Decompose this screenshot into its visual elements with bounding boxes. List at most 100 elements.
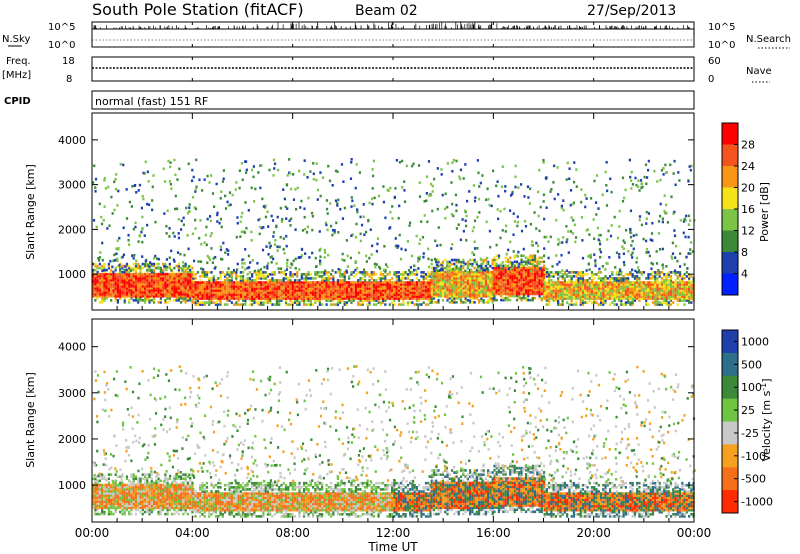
data-cell: [522, 286, 525, 290]
data-cell: [524, 270, 528, 274]
data-cell: [354, 273, 358, 276]
data-cell: [121, 292, 124, 296]
data-cell: [284, 291, 288, 294]
data-cell: [244, 287, 247, 290]
data-cell: [141, 228, 144, 231]
data-cell: [368, 281, 371, 284]
data-cell: [495, 264, 498, 268]
data-cell: [633, 289, 636, 292]
data-cell: [622, 275, 625, 278]
data-cell: [624, 297, 627, 300]
data-cell: [240, 162, 244, 165]
data-cell: [660, 303, 664, 306]
data-cell: [192, 271, 195, 274]
data-cell: [293, 291, 297, 294]
data-cell: [361, 289, 364, 292]
data-cell: [296, 279, 299, 282]
data-cell: [300, 254, 303, 257]
data-cell: [654, 291, 657, 294]
data-cell: [138, 234, 141, 237]
data-cell: [593, 285, 596, 288]
data-cell: [464, 297, 467, 300]
data-cell: [192, 293, 195, 296]
data-cell: [210, 174, 213, 177]
data-cell: [141, 299, 144, 302]
data-cell: [350, 273, 353, 276]
data-cell: [260, 275, 263, 278]
data-cell: [170, 249, 173, 253]
data-cell: [527, 256, 530, 260]
data-cell: [388, 287, 391, 290]
data-cell: [690, 283, 693, 286]
data-cell: [529, 290, 532, 294]
data-cell: [681, 291, 684, 294]
data-cell: [466, 292, 469, 296]
data-cell: [278, 287, 281, 290]
data-cell: [561, 303, 564, 306]
data-cell: [413, 285, 416, 288]
data-cell: [515, 272, 519, 276]
data-cell: [673, 229, 676, 232]
data-cell: [493, 272, 496, 276]
data-cell: [357, 283, 360, 286]
data-cell: [121, 295, 124, 298]
data-cell: [588, 297, 591, 300]
data-cell: [271, 279, 274, 282]
data-cell: [330, 289, 333, 292]
data-cell: [415, 295, 419, 298]
data-cell: [531, 266, 534, 270]
data-cell: [441, 260, 445, 264]
data-cell: [431, 209, 434, 213]
data-cell: [155, 282, 158, 286]
data-cell: [444, 276, 447, 280]
data-cell: [435, 280, 438, 284]
data-cell: [690, 275, 693, 278]
data-cell: [491, 284, 494, 288]
data-cell: [143, 292, 147, 296]
data-cell: [269, 273, 272, 276]
data-cell: [103, 292, 106, 296]
data-cell: [141, 276, 144, 280]
data-cell: [388, 281, 391, 284]
data-cell: [309, 293, 312, 296]
data-cell: [516, 215, 519, 219]
data-cell: [98, 282, 101, 286]
data-cell: [570, 297, 573, 300]
data-cell: [357, 271, 360, 274]
data-cell: [184, 278, 187, 282]
data-cell: [651, 293, 655, 296]
data-cell: [260, 226, 263, 230]
data-cell: [319, 171, 322, 174]
data-cell: [128, 274, 131, 278]
data-cell: [128, 284, 131, 288]
data-cell: [235, 303, 238, 306]
data-cell: [509, 256, 512, 260]
data-cell: [609, 177, 612, 181]
data-cell: [334, 285, 337, 288]
data-cell: [366, 273, 369, 276]
data-cell: [457, 280, 460, 284]
data-cell: [427, 281, 430, 284]
data-cell: [366, 295, 369, 298]
data-cell: [548, 271, 551, 274]
data-cell: [667, 273, 670, 276]
data-cell: [491, 299, 494, 302]
data-cell: [487, 282, 490, 286]
data-cell: [386, 281, 389, 284]
data-cell: [548, 283, 551, 286]
data-cell: [593, 179, 596, 183]
data-cell: [446, 162, 449, 165]
data-cell: [211, 261, 214, 264]
data-cell: [114, 280, 117, 284]
data-cell: [239, 285, 242, 288]
data-cell: [316, 273, 319, 276]
nave-label: Nave: [746, 66, 772, 77]
data-cell: [352, 289, 355, 292]
data-cell: [352, 293, 355, 296]
data-cell: [370, 297, 373, 300]
data-cell: [275, 303, 279, 306]
data-cell: [531, 290, 534, 294]
data-cell: [175, 207, 179, 211]
data-cell: [152, 264, 156, 268]
data-cell: [323, 289, 326, 292]
